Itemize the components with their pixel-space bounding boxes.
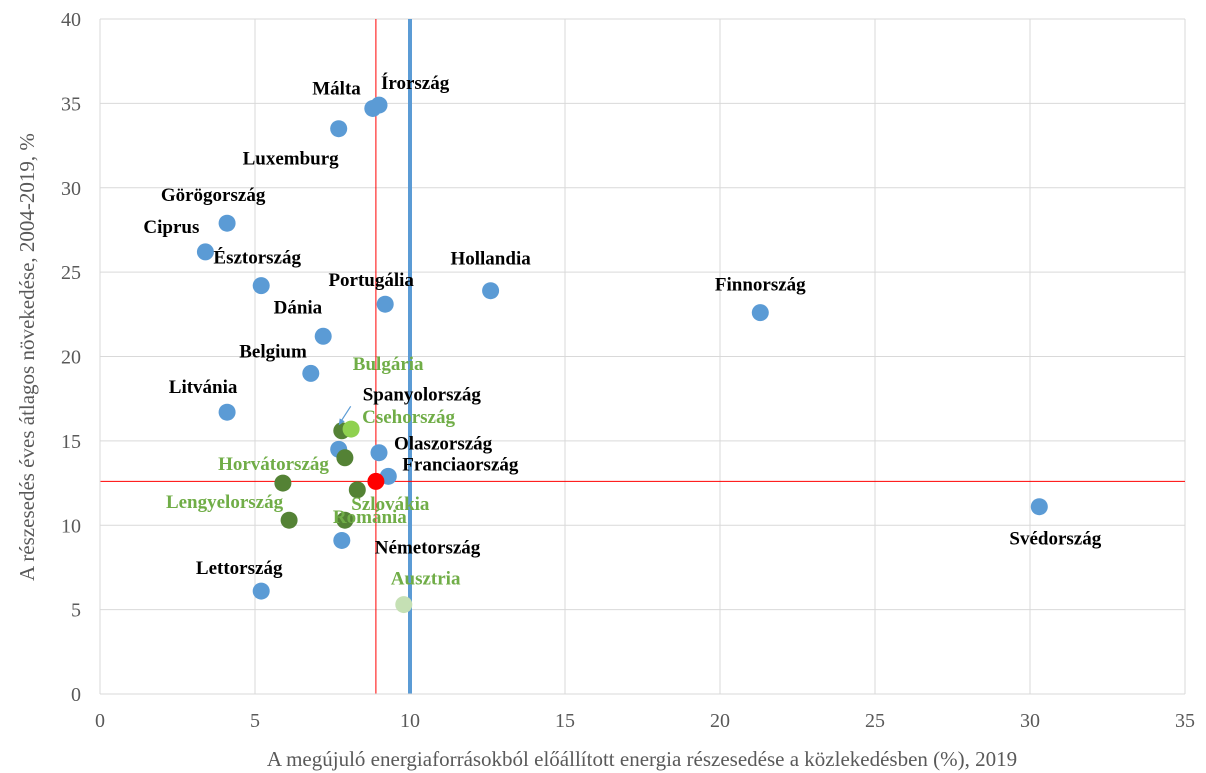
data-point <box>751 304 769 322</box>
data-point <box>218 214 236 232</box>
point-label: Spanyolország <box>363 384 482 405</box>
point-label: Hollandia <box>450 249 531 270</box>
point-label: Görögország <box>161 185 266 206</box>
data-point <box>252 277 270 295</box>
data-point <box>336 511 354 529</box>
data-point <box>395 596 413 614</box>
x-tick-label: 25 <box>865 710 885 732</box>
data-point <box>218 403 236 421</box>
point-label: Írország <box>381 72 450 94</box>
x-tick-label: 10 <box>400 710 420 732</box>
data-point <box>1030 498 1048 516</box>
y-tick-label: 40 <box>61 9 81 31</box>
grid <box>100 18 1186 694</box>
data-point <box>336 449 354 467</box>
point-label: Csehország <box>362 407 455 428</box>
data-point <box>370 444 388 462</box>
data-point <box>252 582 270 600</box>
y-tick-label: 5 <box>71 600 81 622</box>
point-label: Ciprus <box>143 217 199 238</box>
point-label: Dánia <box>274 297 323 318</box>
point-label: Litvánia <box>169 377 238 398</box>
point-label: Lengyelország <box>166 492 284 513</box>
point-label: Olaszország <box>394 434 493 455</box>
data-point <box>342 420 360 438</box>
y-tick-label: 35 <box>61 93 81 115</box>
y-tick-label: 0 <box>71 684 81 706</box>
point-label: Horvátország <box>218 454 329 475</box>
data-point <box>376 295 394 313</box>
point-label: Belgium <box>239 341 307 362</box>
point-label: Portugália <box>328 270 414 291</box>
x-axis-label: A megújuló energiaforrásokból előállítot… <box>267 747 1017 771</box>
data-point <box>314 327 332 345</box>
point-label: Észtország <box>213 247 301 269</box>
x-tick-label: 20 <box>710 710 730 732</box>
y-tick-label: 30 <box>61 178 81 200</box>
x-tick-label: 15 <box>555 710 575 732</box>
point-label: Románia <box>333 507 407 528</box>
y-tick-label: 15 <box>61 431 81 453</box>
data-point <box>370 96 388 114</box>
data-point <box>274 474 292 492</box>
point-label: Németország <box>375 537 481 558</box>
data-points <box>196 96 1048 614</box>
y-tick-label: 25 <box>61 262 81 284</box>
data-point <box>196 243 214 261</box>
point-label: Málta <box>312 78 361 99</box>
callout-arrowhead <box>338 418 345 426</box>
point-label: Svédország <box>1009 529 1101 550</box>
x-tick-label: 5 <box>250 710 260 732</box>
point-label: Ausztria <box>391 569 461 590</box>
data-point <box>348 481 366 499</box>
x-tick-label: 0 <box>95 710 105 732</box>
point-label: Luxemburg <box>243 149 340 170</box>
point-label: Bulgária <box>353 354 424 375</box>
y-tick-label: 20 <box>61 347 81 369</box>
y-tick-label: 10 <box>61 515 81 537</box>
point-label: Szlovákia <box>351 494 430 515</box>
data-point <box>302 364 320 382</box>
data-point <box>367 472 385 490</box>
point-label: Finnország <box>715 275 806 296</box>
data-point <box>280 511 298 529</box>
point-labels: Málta Írország Luxemburg Görögország Ciprus É… <box>143 72 1101 590</box>
x-tick-label: 30 <box>1020 710 1040 732</box>
y-axis-label: A részesedés éves átlagos növekedése, 20… <box>15 133 39 581</box>
x-tick-label: 35 <box>1175 710 1195 732</box>
tick-labels: 0 5 10 15 20 25 30 35 0 5 10 15 20 25 30 35 40 <box>61 9 1195 732</box>
data-point <box>330 120 348 138</box>
data-point <box>482 282 500 300</box>
data-point <box>333 531 351 549</box>
point-label: Lettország <box>196 558 283 579</box>
point-label: Franciaország <box>402 454 519 475</box>
